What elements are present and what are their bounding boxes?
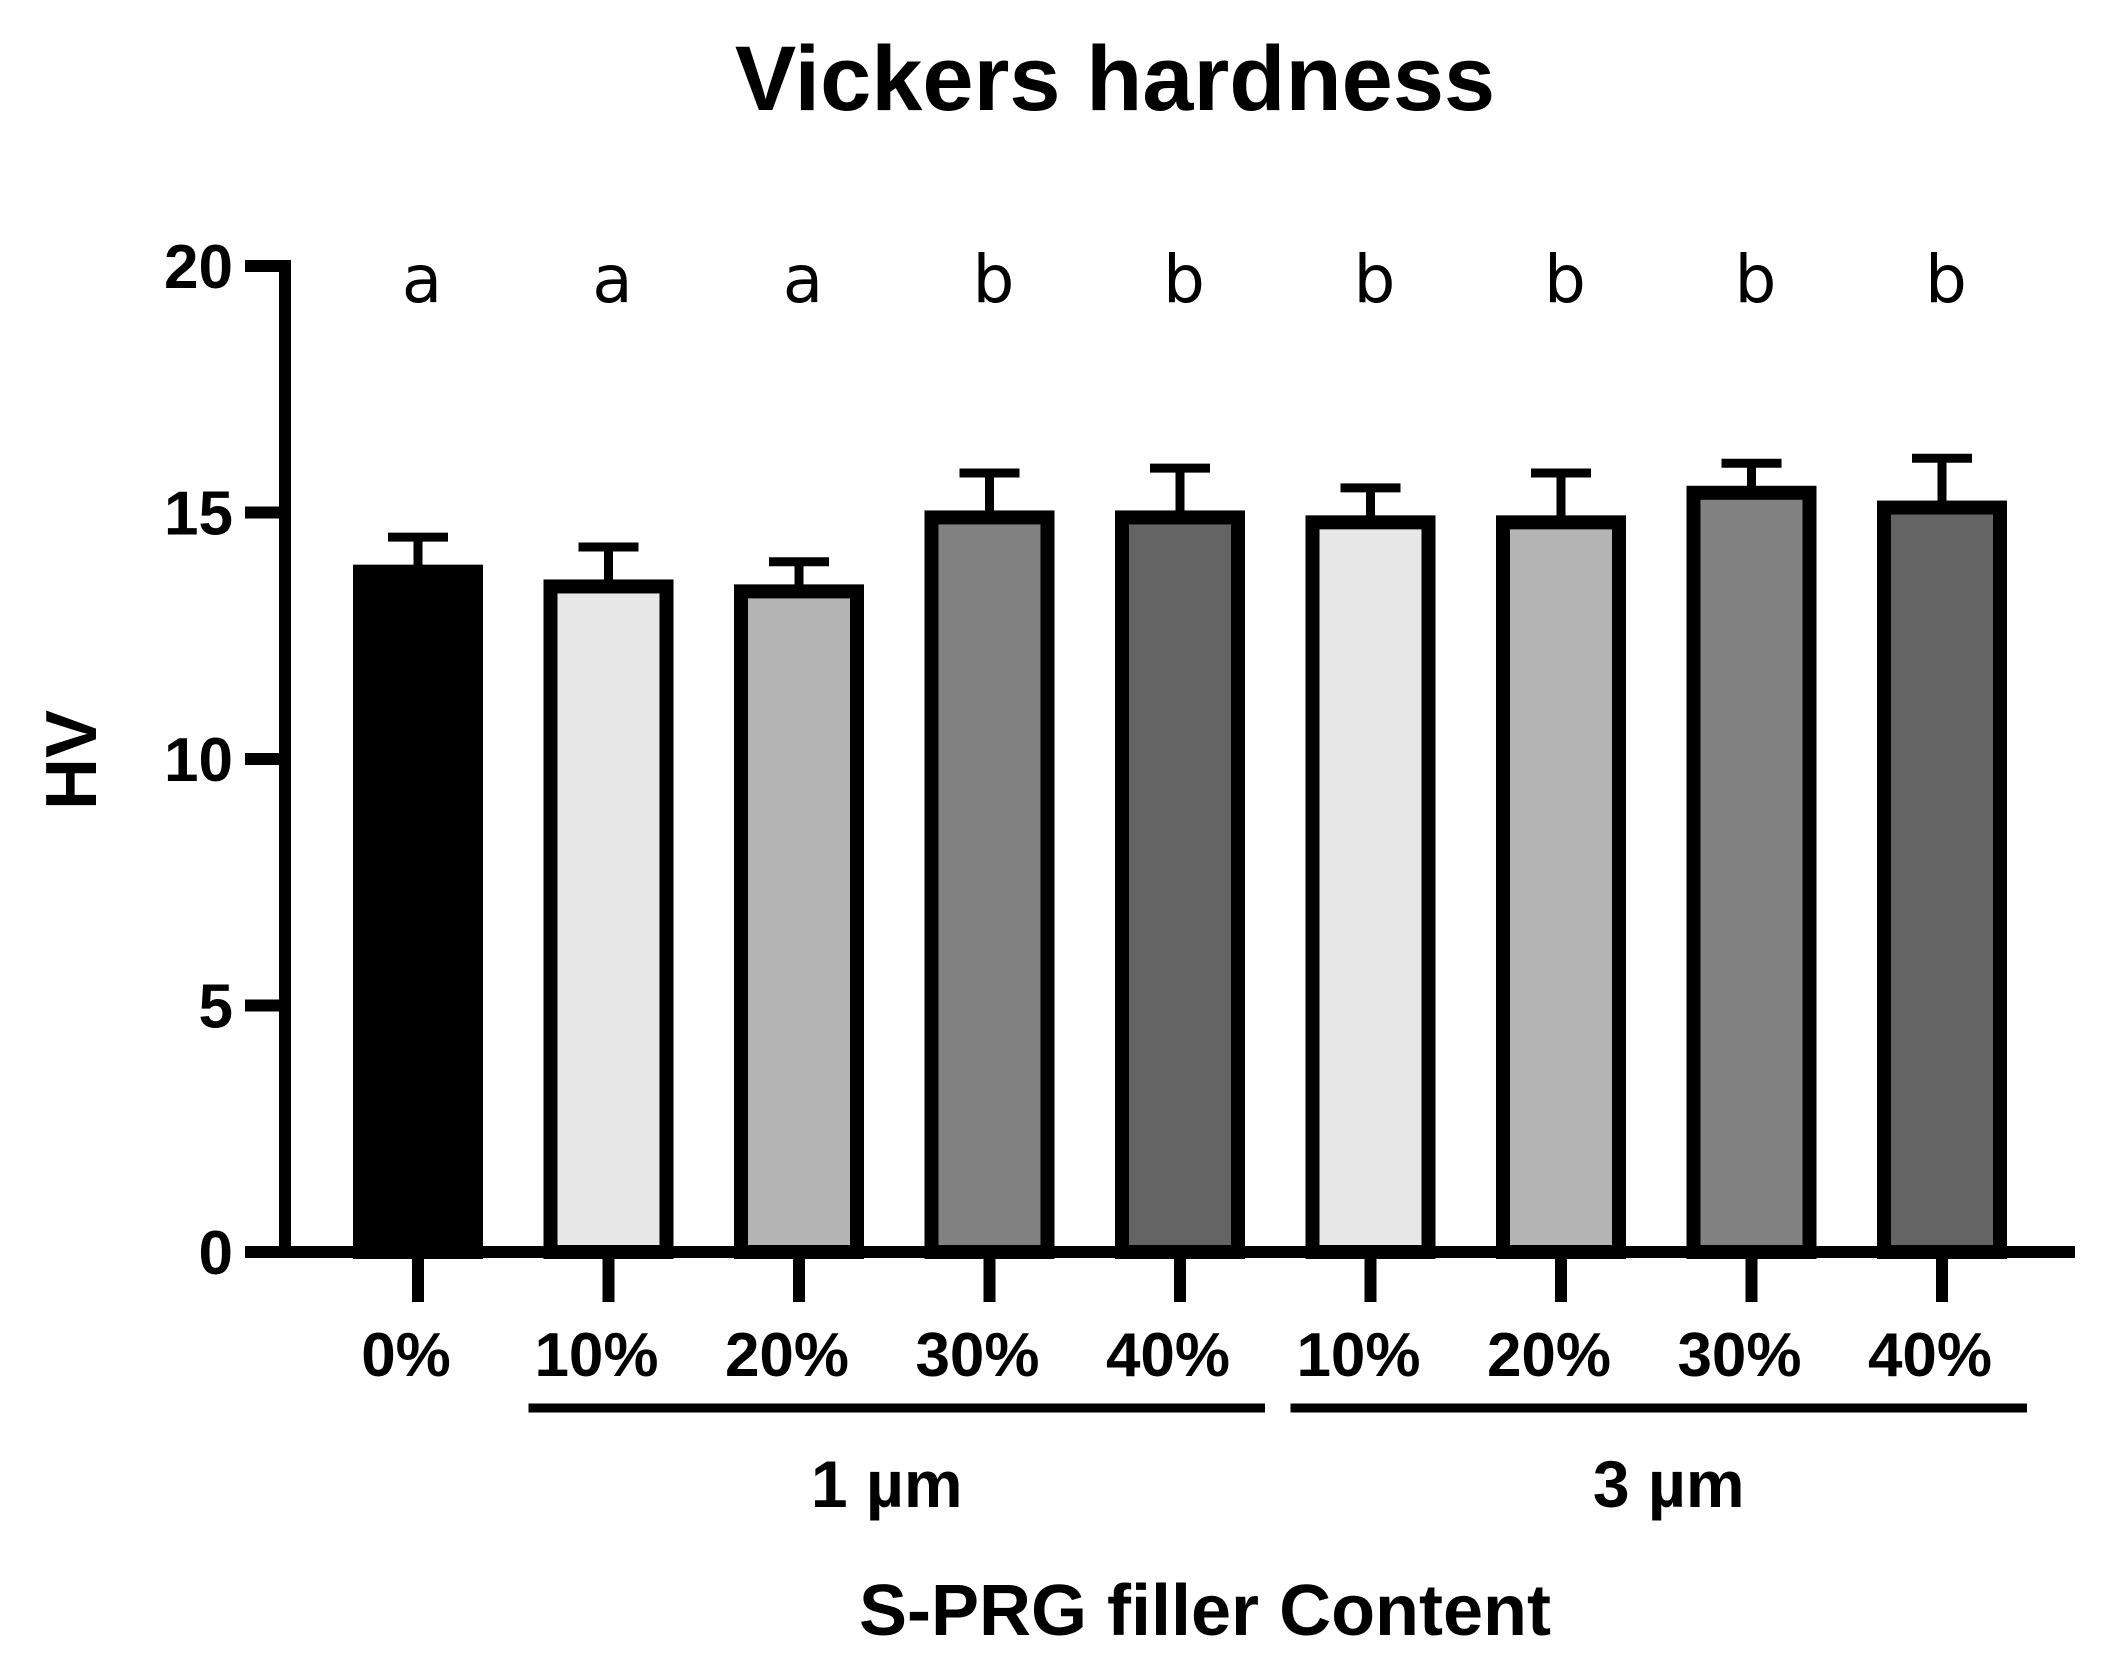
chart-title: Vickers hardness — [735, 28, 1495, 130]
x-axis-title: S-PRG filler Content — [859, 1571, 1551, 1651]
y-tick-label: 20 — [164, 233, 233, 302]
y-tick-label: 5 — [199, 973, 233, 1042]
x-tick-label: 40% — [1868, 1321, 1992, 1390]
x-tick-label: 10% — [534, 1321, 658, 1390]
significance-label: a — [592, 241, 632, 318]
x-tick-label: 30% — [915, 1321, 1039, 1390]
group-label: 1 µm — [811, 1447, 963, 1521]
bar — [1496, 515, 1626, 1259]
significance-label: b — [973, 241, 1015, 318]
bar — [734, 584, 864, 1259]
bar — [1686, 485, 1817, 1259]
bar — [543, 579, 674, 1259]
significance-label: b — [1735, 241, 1777, 318]
significance-label: a — [783, 241, 823, 318]
x-tick-label: 20% — [725, 1321, 849, 1390]
x-tick-label: 40% — [1106, 1321, 1230, 1390]
y-tick-label: 15 — [164, 480, 233, 549]
x-tick-label: 20% — [1487, 1321, 1611, 1390]
group-label: 3 µm — [1593, 1447, 1745, 1521]
bar — [353, 564, 483, 1259]
significance-label: a — [402, 241, 442, 318]
y-tick-label: 10 — [164, 726, 233, 795]
bar — [924, 510, 1055, 1259]
significance-label: b — [1925, 241, 1967, 318]
y-axis-title: HV — [32, 710, 112, 810]
x-tick-label: 10% — [1296, 1321, 1420, 1390]
bar — [1305, 515, 1436, 1259]
y-tick-label: 0 — [199, 1219, 233, 1288]
axes-layer — [245, 260, 2075, 1413]
bar — [1877, 500, 2007, 1259]
x-tick-label: 0% — [361, 1321, 451, 1390]
significance-label: b — [1354, 241, 1396, 318]
significance-label: b — [1544, 241, 1586, 318]
bars-layer — [353, 453, 2007, 1259]
bar — [1115, 510, 1245, 1259]
significance-label: b — [1163, 241, 1205, 318]
labels-layer: a 0% a 10% a 20% b 30% b 40% b 10% b 20% b 30% b 40% 0 5 10 1… — [164, 233, 1992, 1521]
x-tick-label: 30% — [1677, 1321, 1801, 1390]
